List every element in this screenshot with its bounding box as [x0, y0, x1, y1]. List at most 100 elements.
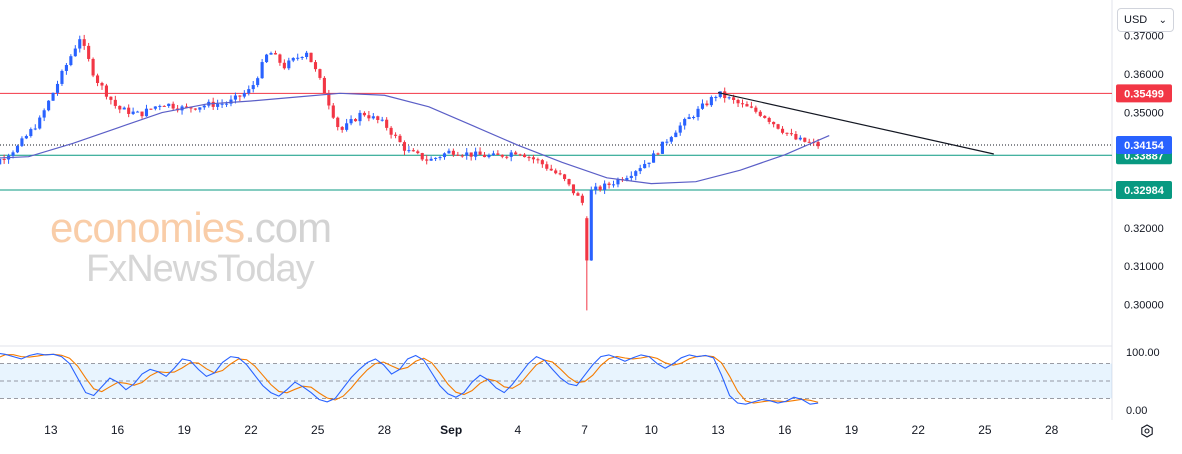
- candle-body: [616, 179, 620, 185]
- candle-body: [153, 106, 157, 109]
- candle-body: [776, 124, 780, 129]
- candle-body: [718, 91, 722, 97]
- candle-body: [349, 119, 353, 124]
- level-price-label: 0.35499: [1124, 88, 1164, 100]
- candle-body: [491, 153, 495, 156]
- candle-body: [589, 190, 593, 261]
- candle-body: [322, 77, 326, 94]
- candle-body: [358, 112, 362, 122]
- candle-body: [803, 137, 807, 142]
- candle-body: [758, 111, 762, 116]
- time-axis-label: 25: [978, 423, 992, 437]
- candle-body: [576, 193, 580, 196]
- candle-body: [158, 105, 162, 107]
- candle-body: [647, 162, 651, 164]
- candle-body: [714, 96, 718, 98]
- candle-body: [692, 117, 696, 119]
- candle-body: [794, 133, 798, 140]
- candle-body: [33, 128, 37, 130]
- candle-body: [122, 107, 126, 110]
- time-axis-label: 28: [378, 423, 392, 437]
- candle-body: [327, 93, 331, 106]
- time-axis-label: 13: [44, 423, 58, 437]
- candle-body: [745, 104, 749, 107]
- candle-body: [585, 218, 589, 261]
- candle-body: [754, 107, 758, 112]
- candle-body: [42, 110, 46, 118]
- currency-selector[interactable]: USD ⌄: [1117, 8, 1174, 32]
- candle-body: [345, 123, 349, 130]
- candle-body: [282, 62, 286, 69]
- candle-body: [367, 115, 371, 119]
- candle-body: [202, 105, 206, 108]
- candle-body: [460, 155, 464, 157]
- candle-body: [109, 96, 113, 100]
- candle-body: [238, 95, 242, 97]
- candle-body: [113, 99, 117, 106]
- time-axis-label: 22: [912, 423, 926, 437]
- candle-body: [625, 177, 629, 181]
- time-axis-label: 25: [311, 423, 325, 437]
- candle-body: [807, 141, 811, 143]
- candle-body: [531, 157, 536, 160]
- candle-body: [474, 151, 478, 157]
- candle-body: [709, 97, 713, 106]
- candle-body: [87, 45, 91, 59]
- candle-body: [425, 159, 429, 161]
- candle-body: [656, 153, 660, 155]
- candle-body: [598, 186, 602, 190]
- candle-body: [104, 85, 108, 97]
- candle-body: [162, 105, 166, 107]
- candle-body: [732, 97, 736, 100]
- candle-body: [242, 93, 246, 97]
- candle-body: [189, 106, 193, 109]
- candle-body: [465, 152, 469, 156]
- oscillator-tick-label: 0.00: [1126, 405, 1147, 417]
- current-price-badge: [1116, 136, 1172, 155]
- candle-body: [696, 108, 700, 118]
- candle-body: [69, 56, 73, 66]
- resistance-trendline: [717, 91, 994, 155]
- chart-settings-button[interactable]: [1138, 422, 1156, 440]
- time-axis-label: 19: [845, 423, 859, 437]
- candle-body: [594, 186, 598, 191]
- candle-body: [611, 184, 616, 186]
- price-tick-label: 0.35000: [1124, 108, 1164, 120]
- candle-body: [789, 133, 793, 135]
- candle-body: [638, 168, 642, 172]
- candle-body: [171, 103, 175, 109]
- candle-body: [193, 108, 197, 110]
- candle-body: [340, 127, 344, 130]
- level-price-label: 0.32984: [1124, 185, 1165, 197]
- candle-body: [29, 129, 33, 137]
- candle-body: [47, 100, 51, 111]
- time-axis-label: 28: [1045, 423, 1059, 437]
- candle-body: [456, 154, 460, 156]
- candle-body: [336, 117, 340, 128]
- candle-body: [247, 89, 251, 94]
- candle-body: [73, 48, 77, 57]
- candle-body: [398, 135, 402, 143]
- candle-body: [167, 103, 171, 107]
- candle-body: [64, 65, 68, 71]
- candle-body: [496, 153, 500, 155]
- candle-body: [291, 57, 295, 61]
- candle-body: [558, 173, 562, 175]
- candle-body: [651, 153, 656, 163]
- candle-body: [389, 127, 393, 135]
- candle-body: [300, 56, 304, 58]
- candle-body: [78, 39, 82, 49]
- candle-body: [296, 57, 300, 59]
- candle-body: [376, 116, 380, 121]
- candle-body: [700, 103, 705, 109]
- candle-body: [509, 152, 513, 157]
- candle-body: [265, 54, 269, 63]
- candle-body: [736, 99, 740, 104]
- candle-body: [24, 136, 28, 139]
- candle-body: [563, 174, 567, 180]
- stochastic-d-line: [0, 353, 819, 404]
- candle-body: [251, 85, 255, 90]
- candle-body: [402, 142, 407, 151]
- candle-body: [660, 141, 664, 154]
